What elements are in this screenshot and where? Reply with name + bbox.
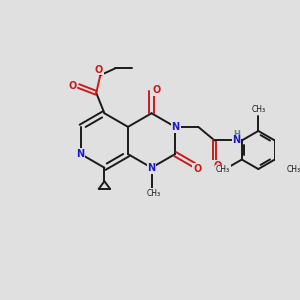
Text: CH₃: CH₃ bbox=[287, 165, 300, 174]
Text: N: N bbox=[232, 136, 240, 146]
Text: CH₃: CH₃ bbox=[147, 189, 161, 198]
Text: O: O bbox=[68, 81, 77, 91]
Text: N: N bbox=[172, 122, 180, 132]
Text: CH₃: CH₃ bbox=[216, 165, 230, 174]
Text: O: O bbox=[95, 65, 103, 75]
Text: N: N bbox=[76, 149, 84, 159]
Text: N: N bbox=[148, 163, 156, 173]
Text: H: H bbox=[233, 130, 240, 139]
Text: O: O bbox=[152, 85, 160, 95]
Text: O: O bbox=[193, 164, 201, 174]
Text: O: O bbox=[213, 161, 221, 171]
Text: CH₃: CH₃ bbox=[251, 106, 266, 115]
